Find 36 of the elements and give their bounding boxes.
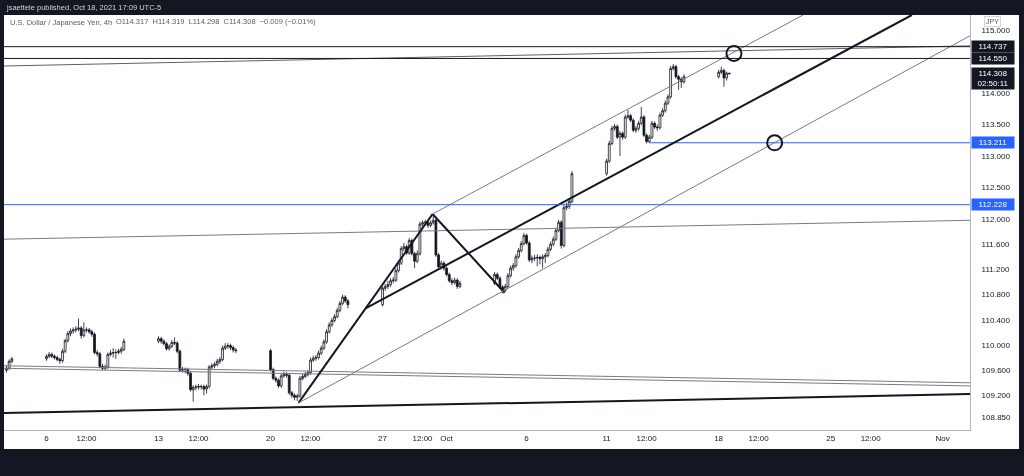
y-tick-label: 112.500 [981, 183, 1011, 193]
x-tick-label: 13 [154, 433, 164, 443]
x-tick-label: 12:00 [748, 433, 770, 443]
series-label: 113.211 [978, 138, 1008, 147]
y-tick-label: 108.850 [981, 413, 1012, 423]
x-tick-label: 18 [714, 433, 724, 443]
y-tick-label: 111.200 [981, 265, 1010, 275]
x-tick-label: 12:00 [76, 433, 98, 443]
y-tick-label: 109.200 [981, 391, 1012, 401]
x-tick-label: 27 [378, 433, 388, 443]
y-tick-label: 110.400 [981, 315, 1011, 325]
x-tick-label: Nov [935, 433, 950, 443]
x-tick-label: 6 [44, 433, 50, 443]
y-tick-label: 113.500 [981, 120, 1011, 130]
y-tick-label: 110.000 [981, 340, 1011, 350]
ref-line-label: 114.737 [978, 42, 1008, 51]
x-tick-label: 12:00 [188, 433, 210, 443]
y-tick-label: 112.000 [981, 214, 1011, 224]
y-tick-label: 111.600 [981, 240, 1010, 250]
x-tick-label: 12:00 [300, 433, 322, 443]
x-tick-label: 11 [602, 433, 612, 443]
text: 114.308 02:50:11 [977, 69, 1009, 89]
y-tick-label: 114.000 [981, 88, 1011, 98]
ref-line-label: 112.228 [978, 200, 1008, 209]
x-tick-label: 12:00 [860, 433, 882, 443]
y-tick-label: 109.600 [981, 365, 1012, 375]
x-tick-label: 12:00 [412, 433, 434, 443]
x-tick-label: 6 [524, 433, 530, 443]
x-tick-label: Oct [440, 433, 454, 443]
y-tick-label: 110.800 [981, 290, 1011, 300]
x-tick-label: 12:00 [636, 433, 658, 443]
ref-line-label: 114.550 [978, 54, 1008, 63]
x-tick-label: 25 [826, 433, 836, 443]
x-tick-label: 20 [266, 433, 276, 443]
y-tick-label: 115.000 [981, 25, 1011, 35]
y-tick-label: 113.000 [981, 151, 1011, 161]
